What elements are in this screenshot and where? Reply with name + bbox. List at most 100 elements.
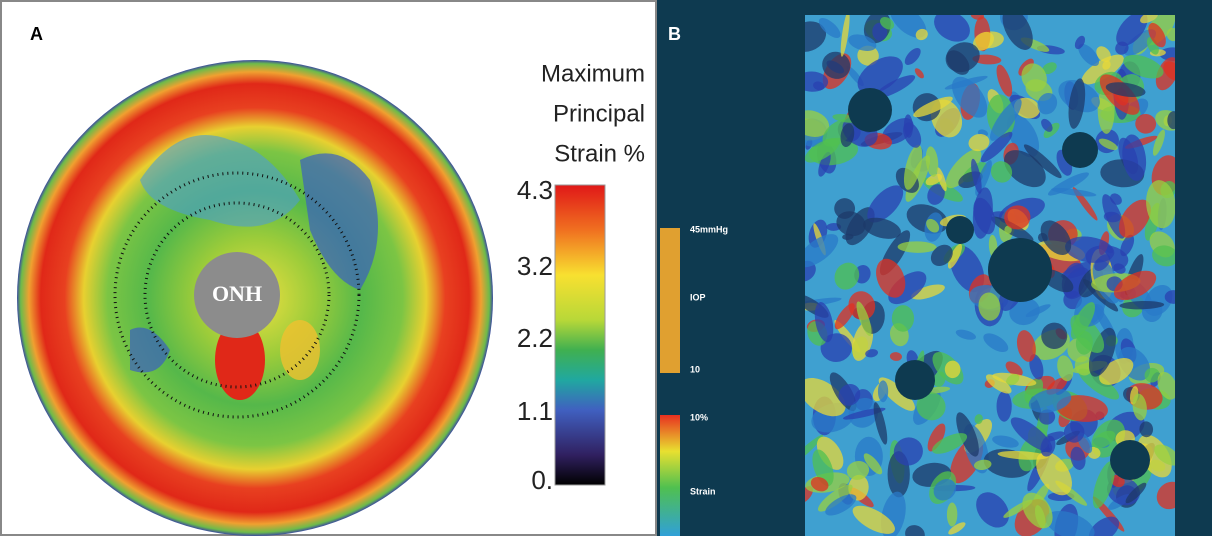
mesh-patch: [1057, 355, 1074, 382]
mesh-patch: [838, 384, 861, 406]
low-strain-region: [300, 153, 378, 290]
mesh-hole: [988, 238, 1052, 302]
mesh-patch: [1146, 180, 1175, 229]
mesh-patch: [903, 144, 923, 190]
mesh-patch: [877, 380, 889, 403]
mesh-patch: [956, 412, 979, 457]
mesh-patch: [905, 525, 925, 536]
mesh-patch: [814, 302, 834, 343]
mesh-patch: [968, 133, 990, 152]
strain-bar: [660, 415, 680, 536]
mesh-patch: [1004, 150, 1046, 188]
mesh-patch: [1006, 373, 1020, 386]
mesh-patch: [1002, 15, 1033, 50]
mesh-patch: [1115, 41, 1129, 55]
mesh-patch: [818, 18, 841, 38]
mesh-patch: [1119, 301, 1165, 310]
panel-label: B: [668, 24, 681, 44]
onh-label: ONH: [212, 281, 262, 306]
mesh-patch: [990, 161, 1013, 183]
mesh-patch: [1125, 482, 1147, 504]
colorbar-tick: 3.2: [517, 251, 553, 281]
mesh-patch: [1078, 43, 1100, 67]
panel-label: A: [30, 24, 43, 44]
mesh-patch: [1038, 409, 1056, 425]
mesh-hole: [848, 88, 892, 132]
mesh-patch: [1009, 297, 1040, 326]
mesh-patch: [1132, 393, 1147, 421]
mesh-patch: [805, 21, 827, 52]
mesh-patch: [925, 173, 943, 186]
colorbar-tick: 4.3: [517, 175, 553, 205]
mesh-patch: [913, 96, 953, 118]
mesh-patch: [878, 377, 915, 411]
mesh-patch: [1118, 199, 1151, 238]
mesh-patch: [1088, 327, 1116, 377]
mesh-patch: [1021, 63, 1047, 92]
strain-label: Strain: [690, 486, 716, 496]
mesh-patch: [834, 198, 856, 219]
mesh-hole: [895, 360, 935, 400]
mesh-patch: [842, 233, 854, 240]
mesh-patch: [1110, 193, 1122, 205]
mesh-patch: [1070, 302, 1096, 340]
mesh-patch: [805, 234, 839, 268]
mesh-patch: [930, 244, 953, 267]
mesh-patch: [863, 217, 901, 239]
mesh-patch: [1113, 263, 1126, 274]
mesh-patch: [1124, 29, 1157, 56]
mesh-patch: [914, 68, 924, 79]
mesh-patch: [805, 110, 830, 137]
mesh-patch: [1092, 430, 1116, 449]
mesh-patch: [889, 352, 902, 361]
mesh-patch: [1037, 92, 1058, 115]
mesh-patch: [812, 449, 834, 487]
mesh-patch: [951, 76, 988, 118]
colorbar: [554, 184, 606, 486]
mesh-patch: [1078, 368, 1120, 400]
mesh-patch: [874, 75, 916, 99]
mesh-patch: [1045, 510, 1095, 536]
mesh-patch: [872, 22, 888, 42]
legend-title: Maximum: [541, 60, 645, 87]
colorbar-tick: 2.2: [517, 323, 553, 353]
dotted-ring: [113, 171, 361, 419]
mesh-patch: [865, 349, 879, 358]
mesh-patch: [897, 241, 937, 253]
mesh-patch: [848, 474, 869, 501]
mesh-patch: [989, 98, 1022, 141]
mesh-patch: [846, 460, 870, 480]
mesh-patch: [1016, 330, 1036, 362]
mesh-patch: [1004, 205, 1031, 230]
mesh-patch: [873, 402, 888, 445]
mesh-patch: [903, 122, 922, 148]
mesh-patch: [867, 185, 904, 223]
mesh-patch: [1041, 322, 1068, 349]
mesh-patch: [992, 435, 1019, 448]
mesh-patch: [932, 433, 968, 454]
mesh-patch: [944, 360, 961, 379]
mesh-patch: [927, 184, 945, 205]
mesh-patch: [1144, 367, 1160, 383]
onh-disc: [194, 252, 280, 338]
mesh-hole: [1062, 132, 1098, 168]
mesh-patch: [911, 284, 945, 300]
mesh-patch: [990, 216, 1034, 242]
mesh-patch: [1154, 444, 1175, 466]
mesh-patch: [834, 262, 860, 290]
mesh-patch: [997, 451, 1049, 460]
mesh-patch: [904, 47, 921, 65]
mesh-patch: [1004, 225, 1012, 235]
strain-top: 10%: [690, 412, 708, 422]
mesh-patch: [1152, 245, 1175, 267]
mesh-patch: [980, 131, 1013, 163]
mesh-patch: [822, 51, 851, 79]
mesh-patch: [1167, 111, 1175, 130]
mesh-patch: [876, 258, 906, 298]
mesh-patch: [840, 123, 855, 148]
mesh-patch: [976, 492, 1010, 528]
mesh-patch: [880, 16, 895, 30]
mesh-patch: [1036, 451, 1072, 496]
mesh-patch: [985, 374, 1012, 394]
